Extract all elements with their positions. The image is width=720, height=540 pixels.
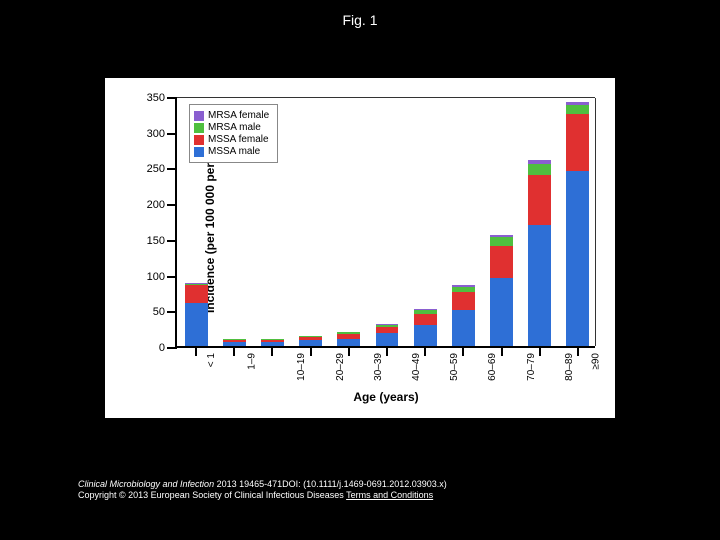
citation-ref: 2013 19465-471DOI: (10.1111/j.1469-0691.… <box>214 479 447 489</box>
y-tick-label: 0 <box>137 342 165 354</box>
x-tick-label: 70–79 <box>525 353 536 381</box>
legend-swatch <box>194 135 204 145</box>
bar-segment <box>452 310 475 346</box>
x-tick <box>233 346 235 356</box>
y-tick <box>167 97 177 99</box>
y-tick-label: 250 <box>137 163 165 175</box>
bar-segment <box>528 164 551 175</box>
y-tick-label: 50 <box>137 306 165 318</box>
y-tick <box>167 168 177 170</box>
legend-item: MRSA male <box>194 122 269 133</box>
x-tick <box>462 346 464 356</box>
legend-label: MRSA female <box>208 110 269 121</box>
bar-segment <box>528 175 551 225</box>
x-tick-label: 30–39 <box>373 353 384 381</box>
plot: Incidence (per 100 000 per year) Age (ye… <box>175 98 595 348</box>
legend-label: MSSA male <box>208 146 260 157</box>
x-tick <box>386 346 388 356</box>
x-tick-label: 80–89 <box>564 353 575 381</box>
figure-title: Fig. 1 <box>0 0 720 28</box>
y-tick <box>167 240 177 242</box>
x-tick <box>424 346 426 356</box>
citation-copyright: Copyright © 2013 European Society of Cli… <box>78 490 346 500</box>
x-tick-label: 50–59 <box>449 353 460 381</box>
plot-border <box>595 98 596 346</box>
x-tick-label: ≥90 <box>591 353 602 370</box>
x-tick <box>577 346 579 356</box>
bar <box>337 332 360 346</box>
bar-segment <box>490 246 513 278</box>
x-tick-label: 1–9 <box>247 353 258 370</box>
bar-segment <box>452 292 475 310</box>
bar-segment <box>490 237 513 246</box>
y-tick-label: 200 <box>137 199 165 211</box>
y-tick <box>167 276 177 278</box>
citation-journal: Clinical Microbiology and Infection <box>78 479 214 489</box>
bar-segment <box>490 278 513 346</box>
bar <box>452 285 475 346</box>
y-tick-label: 150 <box>137 235 165 247</box>
x-tick <box>539 346 541 356</box>
terms-link[interactable]: Terms and Conditions <box>346 490 433 500</box>
bar <box>376 324 399 346</box>
x-tick-label: < 1 <box>206 353 217 367</box>
legend: MRSA femaleMRSA maleMSSA femaleMSSA male <box>189 104 278 163</box>
y-tick-label: 350 <box>137 92 165 104</box>
bar-segment <box>566 114 589 171</box>
y-tick <box>167 311 177 313</box>
legend-label: MRSA male <box>208 122 261 133</box>
x-tick <box>271 346 273 356</box>
x-tick-label: 60–69 <box>487 353 498 381</box>
y-tick <box>167 347 177 349</box>
bar-segment <box>528 225 551 346</box>
bar-segment <box>337 339 360 346</box>
citation: Clinical Microbiology and Infection 2013… <box>78 479 447 502</box>
bar-segment <box>185 303 208 346</box>
bar-segment <box>223 342 246 346</box>
legend-item: MRSA female <box>194 110 269 121</box>
y-tick <box>167 204 177 206</box>
y-tick-label: 100 <box>137 271 165 283</box>
bar <box>414 309 437 346</box>
bar <box>185 283 208 346</box>
bar-segment <box>261 342 284 346</box>
y-tick-label: 300 <box>137 128 165 140</box>
bar <box>490 235 513 346</box>
x-tick-label: 40–49 <box>411 353 422 381</box>
bar-segment <box>414 325 437 346</box>
x-tick <box>195 346 197 356</box>
bar-segment <box>185 285 208 303</box>
bar-segment <box>566 105 589 114</box>
plot-border <box>177 97 595 98</box>
legend-item: MSSA female <box>194 134 269 145</box>
bar <box>566 102 589 346</box>
legend-item: MSSA male <box>194 146 269 157</box>
bar <box>299 336 322 346</box>
legend-swatch <box>194 147 204 157</box>
bar <box>223 339 246 346</box>
x-tick-label: 20–29 <box>334 353 345 381</box>
bar-segment <box>376 333 399 346</box>
legend-swatch <box>194 111 204 121</box>
bar <box>528 160 551 346</box>
legend-label: MSSA female <box>208 134 269 145</box>
bar-segment <box>299 340 322 346</box>
y-tick <box>167 133 177 135</box>
bar <box>261 339 284 346</box>
x-axis-title: Age (years) <box>353 390 418 404</box>
x-tick <box>501 346 503 356</box>
chart-area: Incidence (per 100 000 per year) Age (ye… <box>105 78 615 418</box>
bar-segment <box>566 171 589 346</box>
bar-segment <box>414 314 437 325</box>
x-tick-label: 10–19 <box>296 353 307 381</box>
legend-swatch <box>194 123 204 133</box>
x-tick <box>310 346 312 356</box>
x-tick <box>348 346 350 356</box>
